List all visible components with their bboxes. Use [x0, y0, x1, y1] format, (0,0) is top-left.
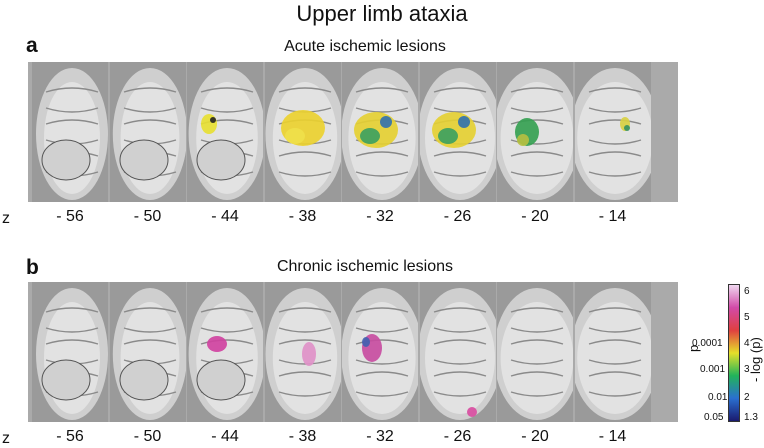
- p-tick: 0.001: [700, 364, 726, 375]
- colorbar-log-label: - log (p): [748, 337, 763, 382]
- z-coordinate-label: - 20: [521, 428, 549, 445]
- brain-slice-image: [264, 282, 341, 422]
- brain-slice-image: [574, 282, 651, 422]
- p-tick: 0.01: [708, 392, 728, 403]
- brain-slice-image: [342, 282, 418, 422]
- lesion-overlay: [360, 128, 380, 144]
- panel-a-strip: [28, 62, 678, 202]
- lesion-overlay: [201, 114, 217, 134]
- z-coordinate-label: - 44: [211, 208, 239, 225]
- brain-slice-image: [497, 282, 573, 422]
- z-coordinate-label: - 38: [288, 428, 317, 445]
- brain-slice-image: [109, 282, 186, 422]
- p-tick: 0.0001: [692, 338, 723, 349]
- z-coordinate-label: - 32: [366, 208, 394, 225]
- log-tick: 5: [744, 312, 750, 323]
- panel-a-z-axis-label: z: [2, 210, 10, 227]
- brain-slice-image: [419, 62, 496, 202]
- brain-slice-image: [264, 62, 341, 202]
- panel-b-z-axis-label: z: [2, 430, 10, 447]
- lesion-overlay: [301, 342, 316, 366]
- log-tick: 2: [744, 392, 750, 403]
- brain-slice-image: [109, 62, 186, 202]
- brain-slice-image: [497, 62, 573, 202]
- p-tick: 0.05: [704, 412, 724, 423]
- lesion-overlay: [517, 134, 529, 146]
- panel-b-letter: b: [26, 256, 39, 279]
- z-coordinate-label: - 14: [598, 208, 627, 225]
- brain-slice-image: [32, 62, 108, 202]
- z-coordinate-label: - 50: [133, 428, 162, 445]
- z-coordinate-label: - 26: [443, 208, 472, 225]
- brain-slice-image: [187, 62, 263, 202]
- z-coordinate-label: - 56: [56, 428, 84, 445]
- lesion-overlay: [362, 337, 370, 347]
- brain-slice-image: [574, 62, 651, 202]
- log-tick: 1.3: [744, 412, 758, 423]
- log-tick: 6: [744, 286, 750, 297]
- z-coordinate-label: - 56: [56, 208, 84, 225]
- colorbar-gradient: [728, 284, 740, 422]
- z-coordinate-label: - 44: [211, 428, 239, 445]
- brain-slice-image: [419, 282, 496, 422]
- lesion-overlay: [207, 336, 227, 352]
- figure-title: Upper limb ataxia: [296, 1, 468, 26]
- log-tick: 4: [744, 338, 750, 349]
- z-coordinate-label: - 14: [598, 428, 627, 445]
- lesion-overlay: [380, 116, 392, 128]
- lesion-overlay: [284, 128, 305, 144]
- z-coordinate-label: - 26: [443, 428, 472, 445]
- panel-b-title: Chronic ischemic lesions: [276, 258, 454, 275]
- colorbar-legend: p - log (p) 0.0001 0.001 0.01 0.05 6 5 4…: [668, 282, 764, 442]
- brain-slice-image: [342, 62, 418, 202]
- panel-a-letter: a: [26, 34, 38, 57]
- z-coordinate-label: - 50: [133, 208, 162, 225]
- log-tick: 3: [744, 364, 750, 375]
- panel-b-strip: [28, 282, 678, 422]
- brain-slice-image: [187, 282, 263, 422]
- lesion-overlay: [457, 116, 470, 128]
- z-coordinate-label: - 32: [366, 428, 394, 445]
- z-coordinate-label: - 38: [288, 208, 317, 225]
- brain-slice-image: [32, 282, 108, 422]
- lesion-overlay: [466, 407, 477, 417]
- lesion-overlay: [210, 117, 216, 123]
- z-coordinate-label: - 20: [521, 208, 549, 225]
- lesion-overlay: [437, 128, 458, 144]
- lesion-overlay: [623, 125, 630, 131]
- panel-a-title: Acute ischemic lesions: [284, 38, 446, 55]
